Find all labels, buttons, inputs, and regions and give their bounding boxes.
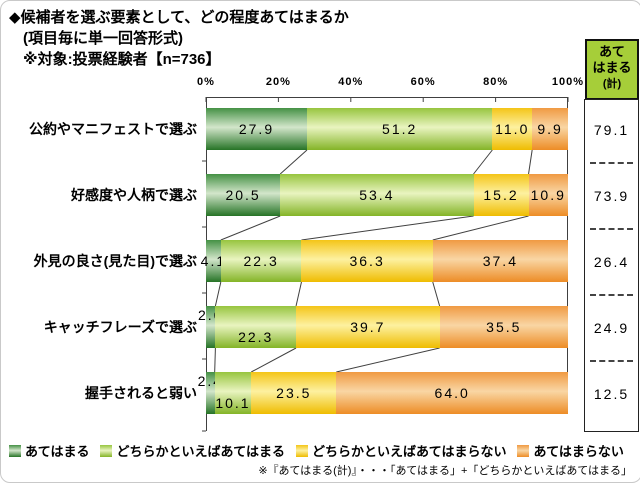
- segment-value-label: 23.5: [276, 385, 312, 401]
- legend-label: どちらかといえばあてはまる: [116, 444, 285, 459]
- summary-header-line: (計): [602, 78, 622, 90]
- legend-color-chip: [517, 444, 530, 457]
- chart-subtitle: (項目毎に単一回答形式): [23, 30, 183, 47]
- bar-segment: [473, 174, 529, 216]
- stacked-bar: 27.9 51.2 11.0 9.9: [206, 108, 568, 150]
- bar-segment: [214, 372, 252, 414]
- title-block: ◆候補者を選ぶ要素として、どの程度あてはまるか (項目毎に単一回答形式) ※対象…: [9, 7, 349, 70]
- chart-title: ◆候補者を選ぶ要素として、どの程度あてはまるか: [9, 9, 349, 26]
- legend-color-chip: [100, 444, 113, 457]
- legend-label: あてはまる: [25, 444, 90, 459]
- legend-color-chip: [295, 444, 308, 457]
- bar-segment: [251, 372, 337, 414]
- segment-value-label: 53.4: [359, 187, 395, 203]
- axis-tick-label: 100%: [551, 76, 585, 88]
- legend-label: どちらかといえばあてはまらない: [311, 444, 507, 459]
- summary-header-line: はまる: [592, 60, 632, 75]
- axis-tick-label: 0%: [197, 76, 215, 88]
- legend-color-chip: [9, 444, 21, 457]
- segment-value-label: 51.2: [382, 121, 418, 137]
- bar-segment: [206, 108, 307, 150]
- summary-total-value: 12.5: [593, 386, 630, 402]
- legend: あてはまる どちらかといえばあてはまる どちらかといえばあてはまらない あてはまらない: [9, 441, 635, 460]
- chart-target-note: ※対象:投票経験者【n=736】: [23, 51, 221, 68]
- segment-value-label: 10.1: [215, 395, 251, 411]
- legend-label: あてはまらない: [533, 444, 624, 459]
- segment-value-label: 11.0: [495, 121, 530, 137]
- summary-header: あて はまる (計): [585, 39, 639, 100]
- bar-segment: [215, 306, 297, 348]
- segment-value-label: 20.5: [225, 187, 261, 203]
- plot-area: 27.9 51.2 11.0 9.9 20.5 53.4 15.2 10.9 4.1 22.3 36…: [198, 97, 569, 432]
- stacked-bar: 4.1 22.3 36.3 37.4: [201, 240, 568, 282]
- category-label: 外見の良さ(見た目)で選ぶ: [33, 253, 197, 269]
- legend-item: どちらかといえばあてはまらない: [295, 441, 507, 460]
- summary-total-value: 26.4: [593, 254, 630, 270]
- summary-total-value: 73.9: [593, 188, 630, 204]
- bar-segment: [439, 306, 568, 348]
- segment-value-label: 22.3: [238, 329, 274, 345]
- segment-value-label: 37.4: [482, 253, 518, 269]
- category-label: 好感度や人柄で選ぶ: [71, 187, 197, 203]
- segment-value-label: 9.9: [537, 121, 563, 137]
- axis-tick-label: 80%: [483, 76, 509, 88]
- bar-segment: [206, 372, 215, 414]
- bar-segment: [206, 240, 221, 282]
- category-label: 公約やマニフェストで選ぶ: [29, 121, 197, 137]
- segment-value-label: 10.9: [530, 187, 566, 203]
- legend-item: あてはまる: [9, 441, 89, 460]
- summary-separator: [590, 162, 633, 164]
- segment-value-label: 4.1: [200, 253, 227, 269]
- summary-separator: [590, 294, 633, 296]
- bar-segment: [336, 372, 568, 414]
- category-label: キャッチフレーズで選ぶ: [43, 319, 197, 335]
- bar-segment: [280, 174, 474, 216]
- summary-total-value: 24.9: [593, 320, 630, 336]
- segment-value-label: 15.2: [483, 187, 519, 203]
- bar-segment: [528, 174, 568, 216]
- stacked-bar: 2.4 10.1 23.5 64.0: [198, 372, 568, 414]
- segment-value-label: 35.5: [486, 319, 522, 335]
- summary-separator: [590, 360, 633, 362]
- bar-segment: [432, 240, 568, 282]
- axis-tick-label: 20%: [265, 76, 291, 88]
- footnote: ※『あてはまる(計)』・・・「あてはまる」+「どちらかといえばあてはまる」: [258, 465, 632, 477]
- axis-tick-label: 60%: [410, 76, 436, 88]
- summary-total-value: 79.1: [593, 122, 630, 138]
- summary-column: 79.1 73.9 26.4 24.9 12.5: [584, 99, 639, 432]
- bar-segment: [532, 108, 568, 150]
- bar-segment: [306, 108, 493, 150]
- stacked-bar: 20.5 53.4 15.2 10.9: [206, 174, 568, 216]
- legend-item: どちらかといえばあてはまる: [100, 441, 285, 460]
- legend-item: あてはまらない: [517, 441, 624, 460]
- bar-segment: [220, 240, 302, 282]
- category-label: 握手されると弱い: [85, 385, 197, 401]
- summary-separator: [590, 228, 633, 230]
- bar-segment: [296, 306, 440, 348]
- bar-segment: [206, 174, 281, 216]
- segment-value-label: 27.9: [238, 121, 275, 137]
- segment-value-label: 22.3: [243, 253, 279, 269]
- stacked-bar: 2.6 22.3 39.7 35.5: [198, 306, 568, 348]
- bar-segment: [206, 306, 216, 348]
- segment-value-label: 39.7: [350, 319, 386, 335]
- bar-segment: [492, 108, 533, 150]
- segment-value-label: 36.3: [349, 253, 385, 269]
- segment-value-label: 64.0: [434, 385, 470, 401]
- axis-tick-label: 40%: [338, 76, 364, 88]
- summary-header-line: あて: [599, 44, 625, 59]
- bar-segment: [301, 240, 433, 282]
